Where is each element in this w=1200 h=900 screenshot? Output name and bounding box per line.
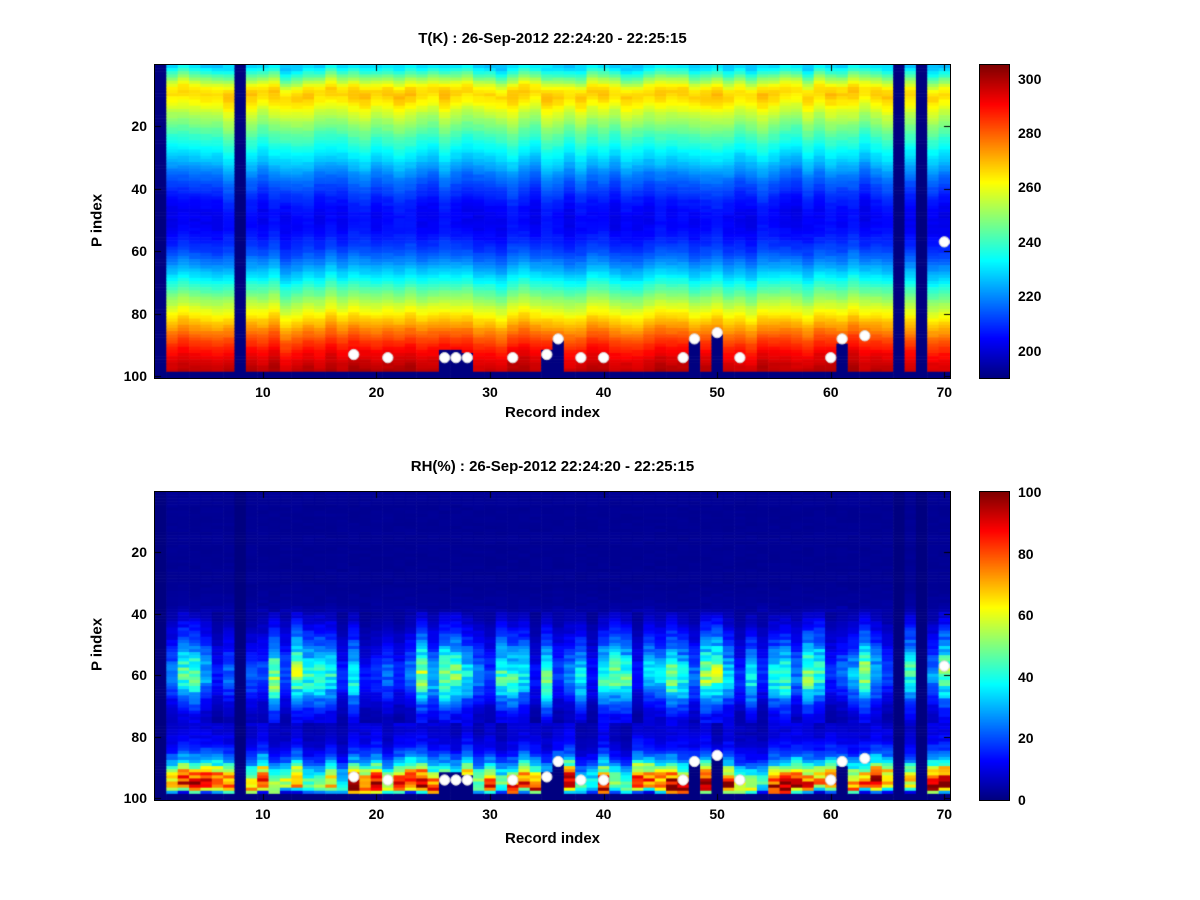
humidity-heatmap-canvas (154, 491, 951, 801)
colorbar-tick-label: 280 (1018, 125, 1042, 142)
x-tick-label: 20 (368, 806, 385, 822)
colorbar-tick-label: 100 (1018, 484, 1042, 500)
colorbar-tick-label: 300 (1018, 70, 1042, 87)
x-tick-label: 60 (822, 384, 839, 400)
colorbar-tick-label: 40 (1018, 668, 1034, 685)
y-tick-label: 100 (123, 790, 147, 807)
y-tick-label: 60 (131, 243, 147, 260)
colorbar-tick-label: 60 (1018, 607, 1034, 624)
temperature-y-axis-label: P index (88, 193, 106, 248)
temperature-colorbar-canvas (979, 64, 1010, 379)
x-tick-label: 30 (482, 806, 498, 822)
humidity-colorbar-canvas (979, 491, 1010, 801)
y-tick-label: 40 (131, 180, 147, 197)
y-tick-label: 80 (131, 305, 147, 322)
colorbar-tick-label: 260 (1018, 179, 1042, 196)
x-tick-label: 40 (595, 806, 612, 822)
y-tick-label: 20 (131, 118, 147, 135)
humidity-chart-title: RH(%) : 26-Sep-2012 22:24:20 - 22:25:15 (410, 458, 695, 475)
x-tick-label: 40 (595, 384, 612, 400)
x-tick-label: 50 (709, 384, 725, 400)
humidity-x-axis-label: Record index (504, 830, 601, 847)
x-tick-label: 70 (936, 806, 953, 822)
colorbar-tick-label: 0 (1018, 792, 1026, 808)
temperature-heatmap-canvas (154, 64, 951, 379)
colorbar-tick-label: 200 (1018, 342, 1042, 359)
y-tick-label: 20 (131, 544, 147, 561)
x-tick-label: 10 (255, 806, 271, 822)
y-tick-label: 60 (131, 667, 147, 684)
colorbar-tick-label: 80 (1018, 545, 1034, 562)
x-tick-label: 60 (822, 806, 839, 822)
y-tick-label: 100 (123, 368, 147, 385)
colorbar-tick-label: 240 (1018, 233, 1042, 250)
colorbar-tick-label: 220 (1018, 288, 1042, 305)
humidity-y-axis-label: P index (88, 617, 106, 672)
x-tick-label: 10 (255, 384, 271, 400)
x-tick-label: 50 (709, 806, 725, 822)
x-tick-label: 70 (936, 384, 953, 400)
temperature-x-axis-label: Record index (504, 404, 601, 421)
temperature-chart-title: T(K) : 26-Sep-2012 22:24:20 - 22:25:15 (418, 30, 687, 47)
y-tick-label: 80 (131, 728, 147, 745)
y-tick-label: 40 (131, 605, 147, 622)
x-tick-label: 20 (368, 384, 385, 400)
x-tick-label: 30 (482, 384, 498, 400)
colorbar-tick-label: 20 (1018, 730, 1034, 747)
